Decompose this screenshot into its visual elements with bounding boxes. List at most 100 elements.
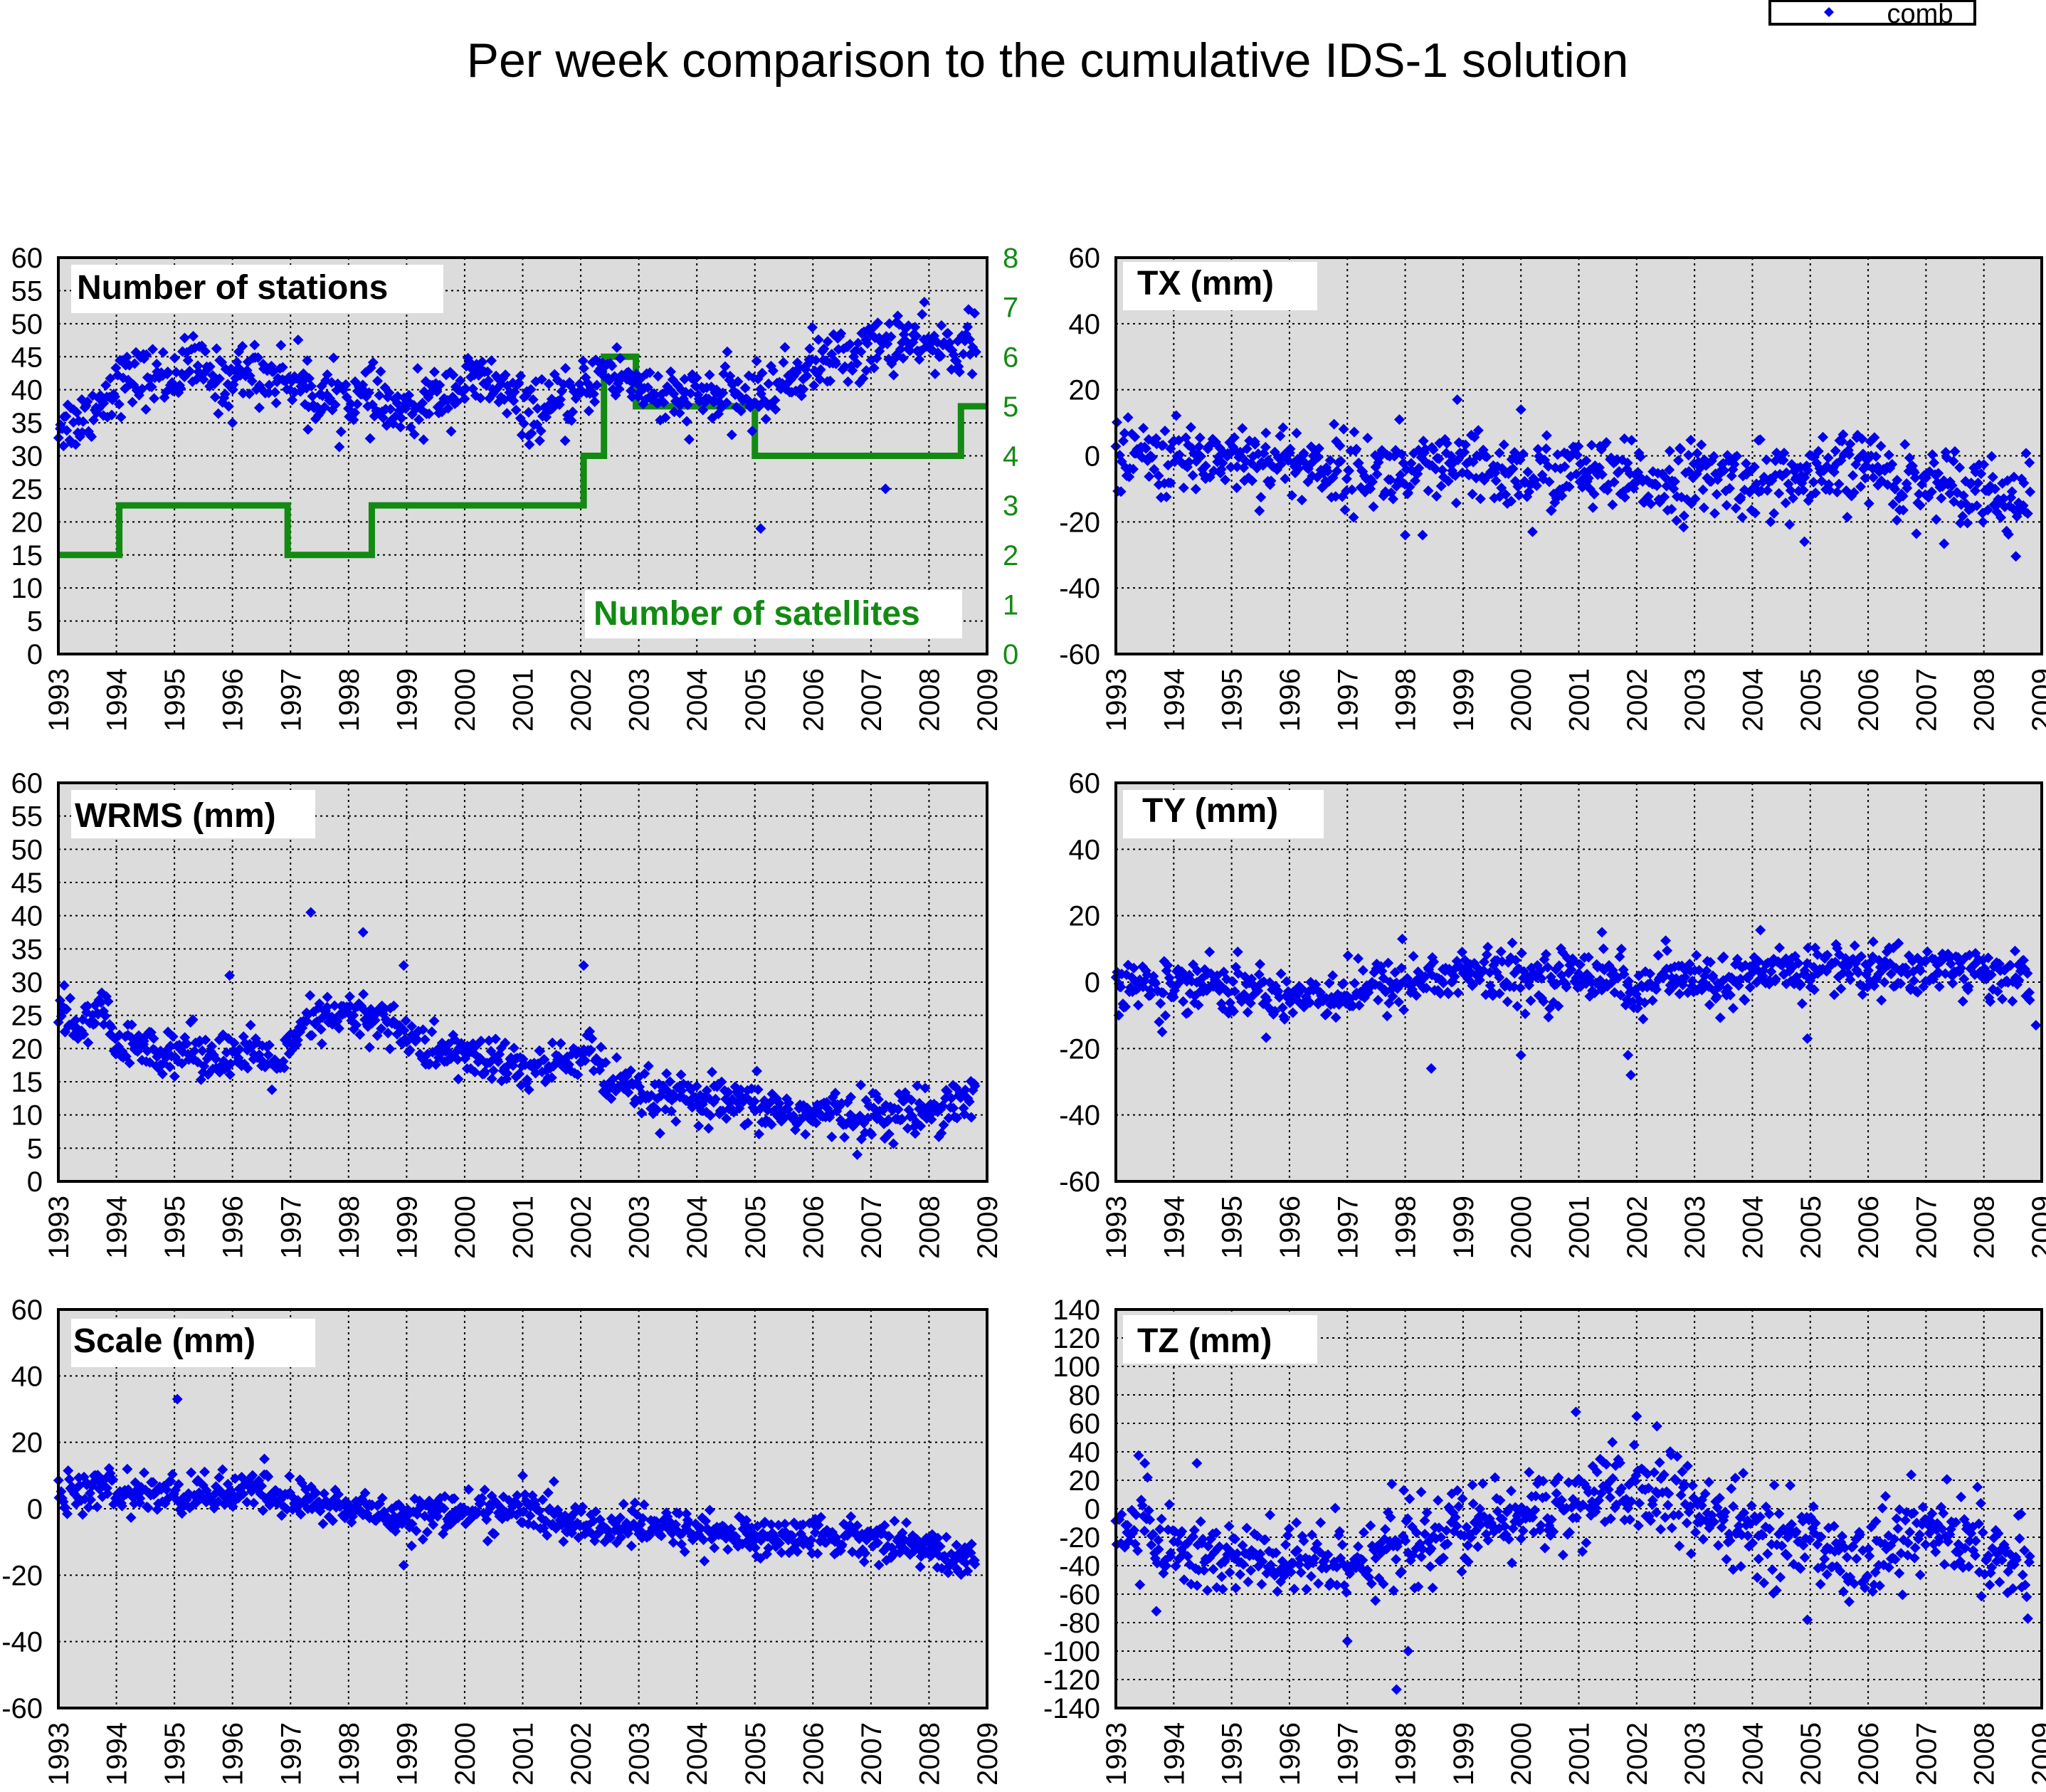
x-tick-label: 2004	[1737, 1196, 1768, 1259]
data-point	[1607, 499, 1618, 510]
y-tick-label: 55	[11, 275, 43, 307]
data-point	[518, 418, 529, 429]
data-point	[100, 1011, 111, 1022]
data-point	[935, 350, 946, 362]
data-point	[60, 1003, 72, 1015]
data-point	[872, 317, 884, 329]
data-point	[798, 384, 809, 395]
y-tick-label: 10	[11, 573, 43, 604]
x-tick-label: 2009	[972, 1196, 1003, 1259]
x-tick-label: 2005	[1795, 668, 1827, 732]
data-point	[572, 1069, 584, 1080]
data-point	[1978, 459, 1990, 470]
data-point	[1506, 495, 1517, 507]
data-point	[1897, 490, 1909, 502]
x-tick-label: 1999	[391, 668, 423, 732]
x-tick-label: 2003	[1679, 1196, 1711, 1259]
data-point	[1571, 449, 1583, 460]
data-point	[1778, 455, 1789, 466]
data-point	[685, 388, 697, 399]
data-point	[588, 389, 599, 400]
data-point	[1160, 1010, 1171, 1021]
data-point	[1892, 475, 1903, 486]
data-point	[959, 1085, 971, 1096]
data-point	[912, 1080, 923, 1092]
data-point	[351, 1019, 362, 1031]
data-point	[717, 387, 729, 399]
data-point	[534, 435, 545, 446]
data-point	[560, 363, 571, 374]
data-point	[1586, 439, 1598, 450]
data-point-outlier	[1799, 536, 1810, 547]
data-point	[1916, 479, 1928, 490]
data-point	[936, 320, 947, 331]
y-tick-label: 60	[1069, 1408, 1101, 1440]
data-point	[1998, 493, 2010, 505]
data-point	[821, 355, 832, 367]
data-point	[1668, 483, 1679, 495]
data-point-outlier	[305, 907, 317, 918]
data-point	[853, 337, 864, 349]
data-point	[1524, 486, 1535, 497]
data-point	[543, 379, 554, 390]
data-point	[691, 1080, 702, 1092]
data-point	[1433, 453, 1445, 465]
x-tick-label: 2008	[1969, 1196, 2000, 1259]
data-point	[333, 1023, 344, 1034]
data-point	[1845, 438, 1856, 450]
data-point	[1241, 443, 1253, 455]
x-tick-label: 2002	[566, 1722, 597, 1786]
y-tick-label: 30	[11, 967, 43, 998]
y2-tick-label: 3	[1003, 490, 1018, 522]
y-tick-label: 60	[1069, 768, 1101, 799]
data-point	[600, 1057, 611, 1068]
x-tick-label: 2000	[450, 1722, 481, 1786]
data-point	[1265, 475, 1277, 487]
x-tick-label: 2000	[1506, 1722, 1537, 1786]
data-point	[1235, 450, 1246, 462]
data-point	[1335, 455, 1346, 467]
x-tick-label: 2000	[1506, 1196, 1537, 1259]
data-point	[1532, 443, 1544, 455]
data-point	[196, 1045, 208, 1056]
data-point	[305, 990, 316, 1001]
data-point	[357, 379, 369, 391]
data-point-outlier	[398, 960, 409, 971]
data-point	[211, 343, 222, 354]
data-point	[1863, 497, 1874, 509]
data-point	[1576, 482, 1588, 493]
data-point	[1736, 512, 1748, 523]
data-point	[501, 408, 512, 419]
data-point	[2006, 486, 2018, 497]
data-point	[1904, 452, 1915, 463]
data-point	[83, 1037, 94, 1048]
data-point	[1157, 440, 1169, 451]
data-point	[1490, 475, 1502, 487]
data-point	[388, 1000, 399, 1011]
data-point	[826, 1132, 838, 1143]
data-point	[969, 307, 981, 319]
data-point	[523, 1084, 534, 1095]
data-point	[278, 1055, 289, 1067]
data-point	[525, 384, 537, 395]
data-point	[384, 387, 395, 399]
data-point	[1698, 502, 1709, 513]
data-point	[307, 391, 318, 402]
data-point	[477, 357, 488, 368]
data-point	[625, 1065, 636, 1076]
data-point	[475, 1035, 487, 1047]
data-point	[1128, 962, 1139, 974]
x-tick-label: 2002	[566, 668, 597, 732]
data-point	[124, 1058, 135, 1069]
x-tick-label: 1997	[1332, 1196, 1364, 1259]
data-point	[675, 1069, 687, 1080]
data-point	[1296, 495, 1307, 506]
x-tick-label: 2001	[1564, 1196, 1596, 1259]
y-tick-label: 60	[11, 243, 43, 274]
data-point	[818, 343, 830, 354]
x-tick-label: 1996	[218, 668, 249, 732]
data-point-outlier	[302, 423, 314, 435]
data-point	[1957, 510, 1968, 522]
y-tick-label: 30	[11, 441, 43, 473]
data-point	[906, 1095, 917, 1106]
